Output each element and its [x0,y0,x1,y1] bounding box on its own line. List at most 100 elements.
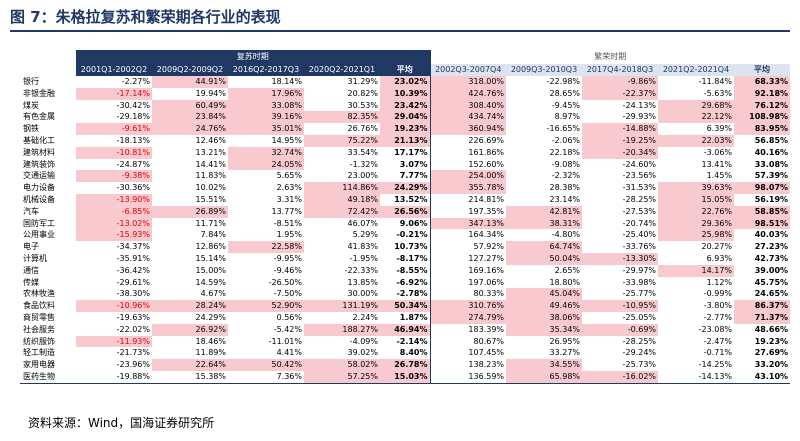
average-cell: 26.56% [380,205,431,218]
return-cell: -35.91% [116,253,150,263]
industry-name: 传媒 [23,277,39,287]
return-cell: 12.86% [195,242,226,252]
average-cell: -8.17% [380,252,431,265]
industry-name: 非银金融 [23,88,55,98]
return-cell: 72.42% [304,205,380,218]
return-cell: 19.94% [195,88,226,98]
industry-name: 通信 [23,265,39,275]
average-cell: 24.29% [380,182,431,194]
return-cell: 80.67% [473,336,505,346]
table-row: 有色金属 -29.18% 23.84% 39.16% 82.35% 29.04% 434.7… [20,111,791,124]
table-row: 煤炭 -30.42% 60.49% 33.08% 30.53% 23.42% 308.40%… [20,99,791,112]
return-cell: 29.36% [658,217,735,230]
return-cell: 434.74% [430,111,507,124]
return-cell: 15.51% [195,194,226,204]
return-cell: 2.63% [276,183,302,193]
return-cell: 11.89% [195,348,226,358]
return-cell: 355.78% [430,182,507,194]
return-cell: -27.53% [622,206,657,216]
return-cell: 14.95% [271,135,302,145]
return-cell: -22.02% [116,324,150,334]
return-cell: -2.06% [551,135,581,145]
return-cell: -11.84% [698,77,733,86]
return-cell: -1.32% [349,159,378,169]
industry-name: 医药生物 [20,370,76,384]
return-cell: 24.76% [152,123,228,135]
average-cell: 46.94% [380,323,431,336]
average-cell: -8.55% [380,264,431,277]
average-cell: 92.18% [734,87,791,100]
return-cell: -18.13% [116,135,150,145]
column-header: 2001Q1-2002Q2 [76,64,152,76]
table-row: 电力设备 -30.36% 10.02% 2.63% 114.86% 24.29% 355.7… [20,182,791,194]
return-cell: 39.16% [228,111,304,124]
average-cell: 108.98% [734,111,791,124]
return-cell: -24.60% [622,159,657,169]
average-cell: 19.23% [754,336,789,346]
return-cell: 13.21% [195,147,226,157]
return-cell: 28.65% [549,88,581,98]
industry-name: 有色金属 [23,112,55,122]
table-row: 建筑装饰 -24.87% 14.41% 24.05% -1.32% 3.07% 152.60… [20,158,790,171]
industry-name: 纺织服饰 [23,336,55,346]
return-cell: -14.25% [698,360,733,370]
return-cell: -30.42% [116,100,150,110]
return-cell: -29.61% [116,277,150,287]
table-row: 通信 -36.42% 15.00% -9.46% -22.33% -8.55% 169.16… [20,264,790,277]
return-cell: 23.14% [549,194,581,204]
industry-name: 轻工制造 [23,348,55,358]
return-cell: 3.31% [276,194,302,204]
return-cell: 22.76% [658,205,735,218]
average-cell: 40.16% [754,147,789,157]
return-cell: -7.50% [273,289,302,299]
average-cell: 86.37% [734,300,791,312]
return-cell: 31.29% [347,77,378,86]
return-cell: 50.42% [228,359,304,371]
return-cell: 14.17% [658,264,735,277]
return-cell: 26.92% [152,323,228,336]
return-cell: 274.79% [430,311,507,324]
return-cell: 29.68% [658,99,735,112]
industry-name: 机械设备 [23,194,55,204]
return-cell: 35.34% [506,323,583,336]
average-cell: 39.00% [754,265,789,275]
return-cell: 2.24% [352,312,378,322]
return-cell: 11.71% [195,218,226,228]
return-cell: 152.60% [468,159,505,169]
return-cell: 33.27% [549,348,581,358]
return-cell: 42.81% [506,205,583,218]
return-cell: 33.54% [347,147,378,157]
average-cell: 45.75% [754,277,789,287]
return-cell: 0.56% [276,312,302,322]
return-cell: -29.93% [622,112,657,122]
return-cell: 46.07% [347,218,378,228]
return-cell: -19.63% [116,312,150,322]
return-cell: 13.77% [271,206,302,216]
average-cell: -2.14% [380,335,431,348]
return-cell: 318.00% [430,76,507,88]
return-cell: 28.24% [152,300,228,312]
return-cell: -17.14% [76,87,152,100]
industry-name: 汽车 [23,206,39,216]
average-cell: 33.20% [754,360,789,370]
return-cell: 10.02% [195,183,226,193]
return-cell: -9.08% [551,159,581,169]
return-cell: -10.95% [582,300,659,312]
industry-name: 商贸零售 [23,312,55,322]
column-header: 2009Q3-2010Q3 [506,64,583,76]
industry-name: 食品饮料 [23,301,55,311]
return-cell: 18.14% [271,77,302,86]
average-cell: 68.33% [734,76,791,88]
return-cell: 2.65% [554,265,581,275]
average-cell: 19.23% [380,123,431,135]
return-cell: 13.85% [347,277,378,287]
return-cell: 30.53% [347,100,378,110]
column-header: 平均 [734,64,791,76]
table-row: 电子 -34.37% 12.86% 22.58% 41.83% 10.73% 57.92% 6… [20,241,790,253]
return-cell: 161.86% [468,147,505,157]
return-cell: 22.58% [228,241,304,253]
return-cell: 35.01% [228,123,304,135]
industry-name: 公用事业 [23,230,55,240]
industry-name: 基础化工 [23,135,55,145]
return-cell: -9.46% [273,265,302,275]
